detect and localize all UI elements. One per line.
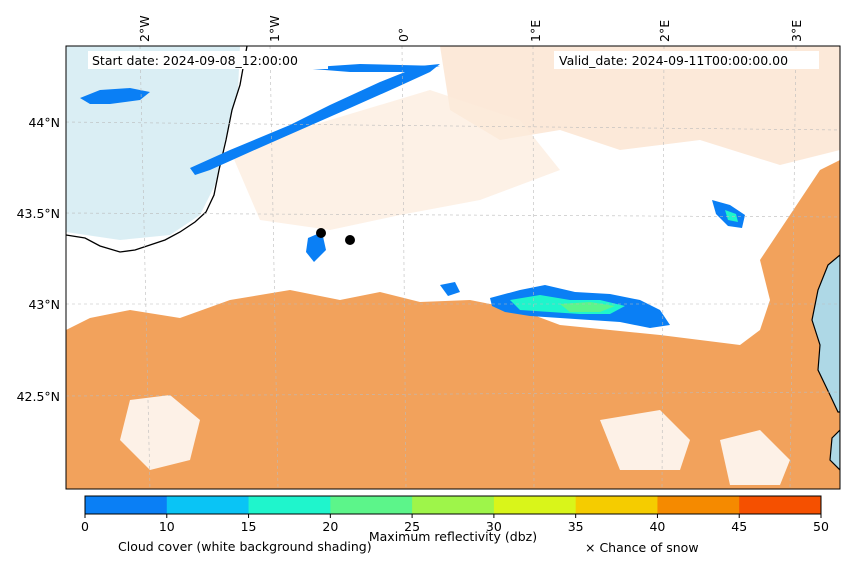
radar-streak-top <box>300 64 440 72</box>
lat-label: 42.5°N <box>17 389 60 404</box>
terrain-gap-1 <box>120 395 200 470</box>
cloud-shading-north <box>440 46 840 165</box>
colorbar-tick-label: 50 <box>813 519 829 534</box>
radar-cluster-core-2 <box>560 302 615 312</box>
latitude-labels: 44°N 43.5°N 43°N 42.5°N <box>17 115 60 404</box>
lon-label: 1°E <box>528 20 543 42</box>
radar-mid-small <box>440 282 460 296</box>
lon-label: 1°W <box>267 15 282 42</box>
colorbar-border <box>84 495 822 515</box>
cloud-shading-center <box>230 90 560 230</box>
station-marker-1 <box>316 228 326 238</box>
colorbar-tick-label: 30 <box>486 519 502 534</box>
lon-label: 0° <box>396 28 411 42</box>
colorbar-segment <box>330 496 413 514</box>
colorbar <box>84 495 822 515</box>
colorbar-segment <box>248 496 331 514</box>
lon-label: 3°E <box>789 20 804 42</box>
valid-date-label: Valid_date: 2024-09-11T00:00:00.00 <box>559 53 788 68</box>
radar-center-small <box>306 232 326 262</box>
colorbar-segment <box>412 496 495 514</box>
colorbar-label-right: × Chance of snow <box>585 540 699 555</box>
longitude-labels: 2°W 1°W 0° 1°E 2°E 3°E <box>137 15 804 42</box>
colorbar-segment <box>739 496 822 514</box>
valid-date-background <box>554 51 819 69</box>
terrain-south <box>66 160 840 489</box>
colorbar-label-center: Maximum reflectivity (dbz) <box>369 529 537 544</box>
radar-top-left <box>80 88 150 104</box>
colorbar-tick-label: 20 <box>322 519 338 534</box>
colorbar-tick-label: 45 <box>731 519 747 534</box>
lon-label: 2°E <box>657 20 672 42</box>
colorbar-segment <box>657 496 740 514</box>
start-date-label: Start date: 2024-09-08_12:00:00 <box>92 53 298 68</box>
sea-east-bottom <box>829 429 840 471</box>
colorbar-segment <box>575 496 658 514</box>
colorbar-tick-label: 10 <box>159 519 175 534</box>
gridlines <box>66 46 840 489</box>
map-layers <box>66 46 840 489</box>
coastline-west <box>66 46 248 253</box>
station-marker-2 <box>345 235 355 245</box>
colorbar-tick-label: 40 <box>649 519 665 534</box>
start-date-background <box>88 51 328 69</box>
lat-label: 44°N <box>28 115 60 130</box>
sea-east <box>811 254 840 413</box>
colorbar-segment <box>493 496 577 514</box>
radar-streak-2 <box>265 82 392 142</box>
terrain-gap-2 <box>600 410 690 470</box>
colorbar-tick-label: 15 <box>241 519 257 534</box>
colorbar-tick-label: 25 <box>404 519 420 534</box>
lat-label: 43°N <box>28 297 60 312</box>
colorbar-tick-label: 35 <box>568 519 584 534</box>
colorbar-ticks: 0 10 15 20 25 30 35 40 45 50 <box>81 514 829 534</box>
lat-label: 43.5°N <box>17 206 60 221</box>
colorbar-tick-label: 0 <box>81 519 89 534</box>
map-frame <box>65 45 841 490</box>
colorbar-label-left: Cloud cover (white background shading) <box>118 539 372 554</box>
colorbar-segment <box>166 496 250 514</box>
terrain-gap-3 <box>720 430 790 485</box>
radar-east-small-core <box>725 210 738 222</box>
colorbar-segment <box>85 496 168 514</box>
lon-label: 2°W <box>137 15 152 42</box>
